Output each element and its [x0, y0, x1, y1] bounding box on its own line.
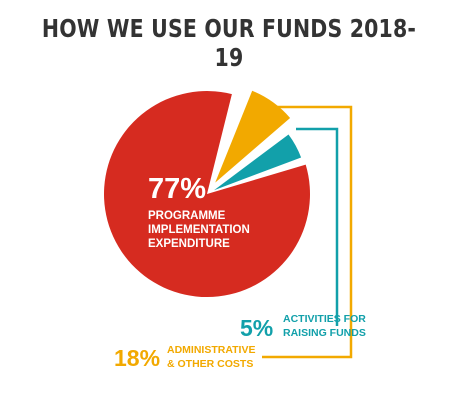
programme-percent-label: 77% [148, 173, 206, 205]
raising-funds-label-line-1: ACTIVITIES FOR [283, 313, 366, 325]
raising-funds-label-line-2: RAISING FUNDS [283, 327, 366, 339]
administrative-percent-label: 18% [114, 345, 160, 371]
raising-funds-percent-label: 5% [240, 315, 273, 341]
programme-label-line-3: EXPENDITURE [148, 238, 230, 250]
programme-label-line-1: PROGRAMME [148, 210, 226, 222]
administrative-label-line-1: ADMINISTRATIVE [167, 344, 255, 356]
programme-label-line-2: IMPLEMENTATION [148, 224, 250, 236]
administrative-label-line-2: & OTHER COSTS [167, 358, 253, 370]
